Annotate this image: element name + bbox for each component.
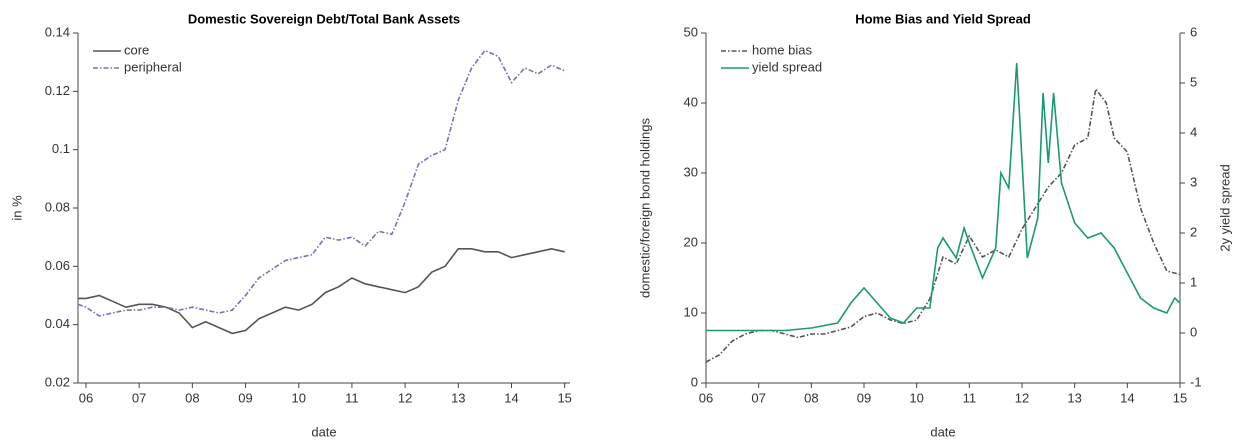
legend-label: home bias xyxy=(752,42,812,57)
y2-axis-label: 2y yield spread xyxy=(1217,164,1232,251)
line xyxy=(706,62,1181,332)
x-axis-label: date xyxy=(311,424,336,439)
y-tick-label: 0 xyxy=(691,374,698,389)
y2-tick-label: 5 xyxy=(1190,74,1197,89)
y-tick-label: 30 xyxy=(684,164,698,179)
x-tick-label: 08 xyxy=(185,390,199,405)
chart-title: Home Bias and Yield Spread xyxy=(855,11,1031,26)
legend-label: peripheral xyxy=(124,59,182,74)
x-tick-label: 13 xyxy=(1067,390,1081,405)
x-tick-label: 15 xyxy=(1173,390,1187,405)
y2-tick-label: 6 xyxy=(1190,24,1197,39)
x-tick-label: 11 xyxy=(963,390,977,405)
x-tick-label: 13 xyxy=(451,390,465,405)
y2-tick-label: 2 xyxy=(1190,224,1197,239)
y-tick-label: 0.1 xyxy=(52,141,70,156)
line xyxy=(705,87,1181,363)
x-axis-label: date xyxy=(930,424,955,439)
y-axis-label: in % xyxy=(9,195,24,221)
line xyxy=(77,49,566,317)
y-tick-label: 20 xyxy=(684,234,698,249)
y2-tick-label: 0 xyxy=(1190,324,1197,339)
x-tick-label: 14 xyxy=(504,390,518,405)
x-tick-label: 10 xyxy=(909,390,923,405)
x-tick-label: 12 xyxy=(1015,390,1029,405)
x-tick-label: 09 xyxy=(857,390,871,405)
y-tick-label: 40 xyxy=(684,94,698,109)
y2-tick-label: -1 xyxy=(1190,374,1202,389)
y2-tick-label: 4 xyxy=(1190,124,1197,139)
x-tick-label: 07 xyxy=(132,390,146,405)
y-tick-label: 0.14 xyxy=(45,24,70,39)
x-tick-label: 09 xyxy=(238,390,252,405)
y-tick-label: 0.06 xyxy=(45,258,70,273)
x-tick-label: 11 xyxy=(345,390,359,405)
y2-tick-label: 3 xyxy=(1190,174,1197,189)
x-tick-label: 12 xyxy=(398,390,412,405)
legend-label: core xyxy=(124,42,149,57)
y-tick-label: 0.02 xyxy=(45,374,70,389)
y-tick-label: 10 xyxy=(684,304,698,319)
x-tick-label: 15 xyxy=(557,390,571,405)
legend-label: yield spread xyxy=(752,59,822,74)
y-axis-label: domestic/foreign bond holdings xyxy=(637,118,652,298)
line xyxy=(78,247,565,335)
x-tick-label: 06 xyxy=(79,390,93,405)
x-tick-label: 07 xyxy=(751,390,765,405)
y-tick-label: 0.04 xyxy=(45,316,70,331)
chart-title: Domestic Sovereign Debt/Total Bank Asset… xyxy=(188,11,460,26)
y-tick-label: 0.12 xyxy=(45,83,70,98)
y-tick-label: 0.08 xyxy=(45,199,70,214)
x-tick-label: 06 xyxy=(699,390,713,405)
y2-tick-label: 1 xyxy=(1190,274,1197,289)
x-tick-label: 10 xyxy=(292,390,306,405)
y-tick-label: 50 xyxy=(684,24,698,39)
x-tick-label: 08 xyxy=(804,390,818,405)
x-tick-label: 14 xyxy=(1120,390,1134,405)
